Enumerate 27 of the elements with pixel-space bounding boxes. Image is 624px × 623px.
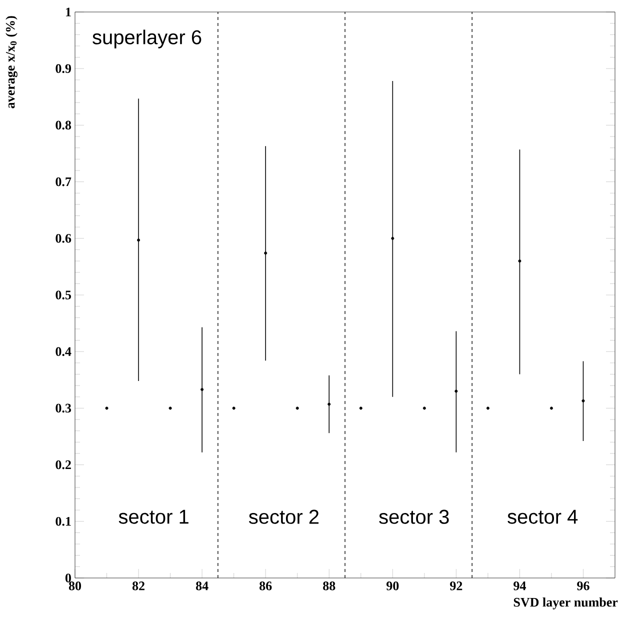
y-tick-label: 0.5 [56, 290, 71, 300]
x-tick-label: 90 [386, 582, 399, 590]
x-tick-label: 92 [450, 582, 462, 590]
x-axis-title: SVD layer number [514, 598, 618, 610]
annotation: sector 2 [248, 510, 319, 524]
y-tick-label: 0.2 [56, 460, 71, 470]
x-tick-label: 86 [260, 582, 272, 590]
y-tick-label: 0.7 [56, 177, 72, 186]
y-tick-label: 0.1 [56, 516, 71, 526]
annotation: sector 1 [118, 510, 188, 524]
x-tick-label: 88 [323, 582, 336, 590]
x-tick-label: 96 [577, 582, 590, 590]
annotation: sector 4 [508, 510, 578, 524]
y-axis-title: average x/x$_{0}$ (%) [6, 16, 18, 108]
x-tick-label: 84 [196, 582, 208, 590]
y-tick-label: 0 [65, 574, 71, 582]
y-tick-label: 0.3 [56, 404, 72, 413]
y-tick-label: 0.9 [56, 64, 72, 74]
x-tick-label: 80 [68, 582, 82, 590]
y-tick-label: 0.4 [56, 347, 72, 356]
y-tick-label: 0.6 [56, 234, 72, 243]
annotation: superlayer 6 [92, 30, 202, 48]
y-tick-label: 0.8 [56, 120, 72, 130]
x-tick-label: 82 [132, 582, 144, 590]
x-tick-label: 94 [514, 582, 526, 590]
y-tick-label: 1 [66, 8, 71, 16]
annotation: sector 3 [379, 510, 449, 524]
